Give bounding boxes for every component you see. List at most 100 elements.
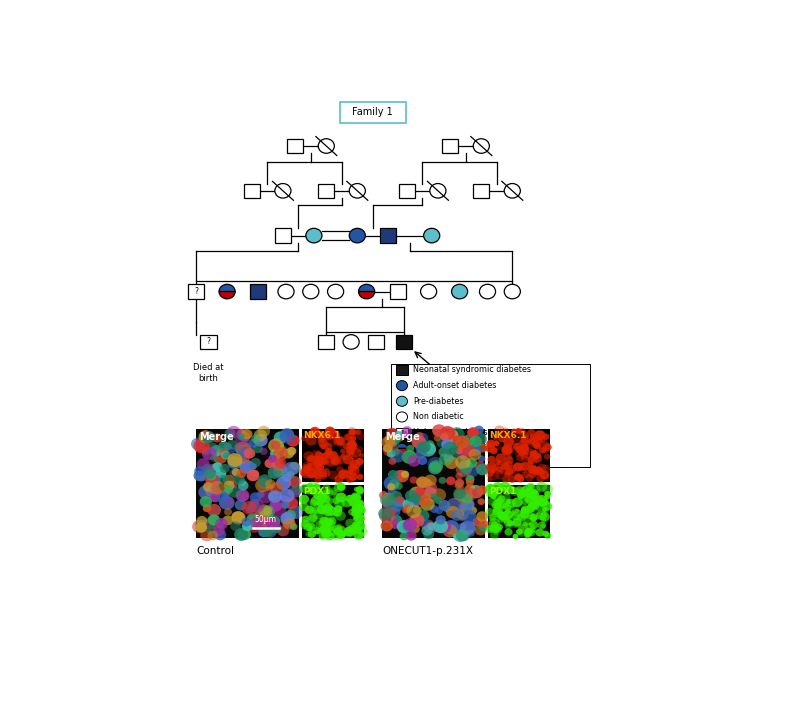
Circle shape [536, 482, 547, 491]
Circle shape [269, 518, 278, 527]
Circle shape [250, 492, 262, 502]
Circle shape [318, 518, 326, 525]
Circle shape [390, 520, 400, 529]
Circle shape [446, 526, 456, 534]
Circle shape [263, 507, 273, 515]
Circle shape [274, 440, 283, 449]
Circle shape [474, 525, 486, 535]
Circle shape [313, 469, 323, 478]
Wedge shape [219, 292, 235, 299]
Bar [487, 485, 550, 538]
Circle shape [258, 505, 270, 516]
Circle shape [194, 466, 205, 476]
Circle shape [416, 510, 430, 521]
Circle shape [238, 481, 249, 491]
Circle shape [494, 425, 505, 435]
Circle shape [391, 515, 402, 525]
Circle shape [351, 454, 358, 460]
Circle shape [522, 514, 528, 519]
Circle shape [335, 530, 346, 539]
Circle shape [478, 523, 488, 531]
Circle shape [331, 531, 342, 540]
Circle shape [502, 485, 513, 495]
Circle shape [545, 533, 551, 539]
Circle shape [336, 457, 345, 465]
Circle shape [494, 526, 502, 533]
Circle shape [324, 443, 332, 451]
Wedge shape [396, 443, 407, 449]
Circle shape [390, 507, 400, 516]
Circle shape [346, 495, 354, 502]
Circle shape [447, 498, 462, 511]
Circle shape [503, 510, 508, 515]
Circle shape [454, 510, 464, 518]
Circle shape [422, 478, 432, 488]
Circle shape [320, 500, 330, 510]
Circle shape [453, 435, 462, 444]
Circle shape [354, 505, 362, 512]
Circle shape [265, 479, 276, 489]
Circle shape [242, 521, 254, 531]
Circle shape [354, 430, 360, 435]
Circle shape [277, 526, 289, 537]
Circle shape [321, 507, 330, 514]
Bar [201, 334, 217, 349]
Circle shape [443, 520, 459, 534]
Circle shape [318, 437, 324, 443]
Circle shape [327, 435, 333, 440]
Circle shape [534, 452, 541, 459]
Circle shape [314, 501, 321, 507]
Bar [382, 429, 485, 538]
Circle shape [310, 486, 318, 494]
Circle shape [456, 508, 470, 520]
Circle shape [357, 489, 364, 495]
Circle shape [331, 451, 337, 456]
Circle shape [306, 490, 312, 494]
Circle shape [486, 491, 493, 497]
Circle shape [307, 455, 315, 462]
Circle shape [529, 501, 539, 510]
Circle shape [505, 524, 511, 529]
Circle shape [299, 494, 309, 504]
Circle shape [439, 453, 453, 465]
Circle shape [300, 483, 311, 494]
Circle shape [283, 449, 294, 459]
Circle shape [499, 429, 510, 438]
Circle shape [382, 443, 398, 457]
Circle shape [526, 474, 534, 481]
Circle shape [498, 436, 506, 443]
Circle shape [219, 496, 234, 510]
Circle shape [442, 432, 451, 441]
Circle shape [316, 456, 322, 462]
Circle shape [446, 476, 455, 485]
Circle shape [225, 428, 235, 438]
Circle shape [347, 470, 353, 475]
Circle shape [502, 446, 512, 456]
Circle shape [257, 491, 265, 498]
Circle shape [410, 493, 421, 503]
Circle shape [378, 507, 393, 520]
Circle shape [519, 438, 529, 447]
Circle shape [352, 494, 362, 502]
Circle shape [520, 490, 527, 497]
Circle shape [530, 502, 537, 507]
Circle shape [350, 529, 358, 534]
Circle shape [227, 456, 242, 469]
Circle shape [338, 471, 345, 478]
Circle shape [445, 457, 458, 469]
Circle shape [304, 523, 313, 531]
Circle shape [222, 451, 230, 459]
Circle shape [430, 505, 438, 513]
Circle shape [455, 435, 470, 449]
Circle shape [433, 520, 448, 533]
Circle shape [314, 493, 320, 499]
Circle shape [524, 530, 532, 537]
Circle shape [354, 513, 365, 523]
Circle shape [327, 519, 333, 524]
Circle shape [544, 454, 550, 459]
Circle shape [254, 430, 267, 441]
Circle shape [506, 465, 516, 474]
Circle shape [285, 497, 298, 509]
Circle shape [307, 455, 315, 462]
Circle shape [277, 468, 285, 475]
